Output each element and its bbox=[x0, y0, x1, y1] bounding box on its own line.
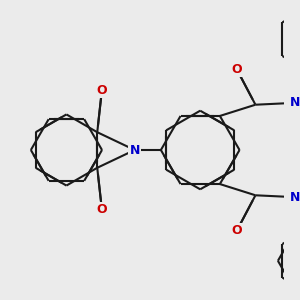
Text: O: O bbox=[97, 203, 107, 216]
Text: N: N bbox=[290, 96, 300, 109]
Text: N: N bbox=[130, 143, 140, 157]
Text: O: O bbox=[231, 224, 242, 237]
Text: N: N bbox=[290, 191, 300, 204]
Text: O: O bbox=[231, 63, 242, 76]
Text: O: O bbox=[97, 84, 107, 97]
